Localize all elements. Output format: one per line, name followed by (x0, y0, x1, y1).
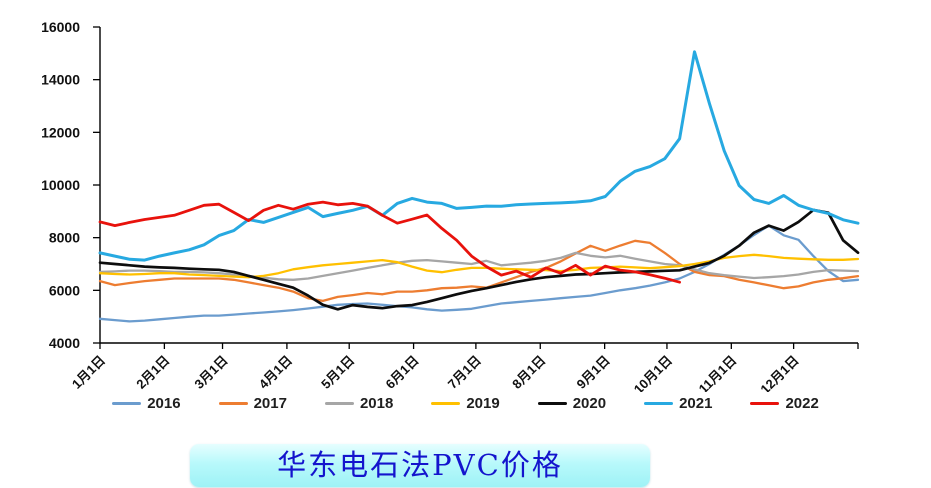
x-axis-tick-label: 12月1日 (757, 353, 801, 392)
x-axis-tick-label: 3月1日 (191, 353, 230, 392)
legend-item-2021: 2021 (644, 395, 712, 412)
legend-item-2020: 2020 (537, 395, 607, 412)
x-axis-tick-label: 7月1日 (445, 353, 484, 392)
legend-swatch-2018 (324, 402, 354, 405)
y-axis-tick-label: 12000 (41, 124, 80, 140)
legend-swatch-2016 (112, 402, 142, 405)
series-line-2022 (98, 200, 681, 284)
legend-label-2016: 2016 (147, 395, 181, 412)
line-chart: 4000 6000 8000 10000 12000 14000 16000 1月1日 2月1日… (41, 19, 860, 392)
series-line-2021 (98, 50, 860, 262)
legend-label-2017: 2017 (253, 395, 287, 412)
y-axis-tick-label: 6000 (49, 282, 80, 298)
axis-lines (99, 27, 858, 344)
legend-swatch-2021 (644, 402, 674, 405)
chart-legend: 2016 2017 2018 2019 2020 2021 2022 (0, 395, 931, 412)
chart-title-text: 华东电石法PVC价格 (277, 448, 563, 482)
x-axis-tick-label: 5月1日 (318, 353, 357, 392)
legend-item-2019: 2019 (431, 395, 500, 412)
y-axis-tick-label: 16000 (41, 19, 80, 35)
legend-item-2022: 2022 (750, 395, 819, 412)
x-axis-tick-label: 4月1日 (256, 353, 295, 392)
y-axis-tick-label: 4000 (49, 335, 80, 351)
y-axis-tick-label: 10000 (41, 177, 80, 193)
legend-label-2020: 2020 (572, 395, 607, 412)
x-axis-tick-label: 9月1日 (574, 353, 613, 392)
legend-swatch-2017 (218, 402, 248, 405)
chart-title-banner: 华东电石法PVC价格 (190, 444, 650, 487)
series-line-2020 (98, 208, 860, 311)
legend-item-2017: 2017 (218, 395, 287, 412)
legend-label-2019: 2019 (466, 395, 500, 412)
x-axis-tick-label: 2月1日 (133, 353, 172, 392)
legend-item-2016: 2016 (112, 395, 181, 412)
legend-swatch-2019 (431, 402, 461, 405)
legend-label-2018: 2018 (359, 395, 394, 412)
series-line-2017 (98, 239, 860, 303)
legend-swatch-2020 (537, 402, 567, 405)
x-axis-tick-label: 1月1日 (69, 353, 108, 392)
series-line-2019 (98, 253, 860, 279)
y-axis-tick-label: 8000 (49, 230, 80, 246)
x-axis-tick-label: 6月1日 (382, 353, 421, 392)
x-axis-tick-label: 8月1日 (509, 353, 548, 392)
legend-swatch-2022 (750, 402, 780, 405)
legend-item-2018: 2018 (324, 395, 394, 412)
legend-label-2022: 2022 (785, 395, 819, 412)
x-axis-tick-label: 10月1日 (631, 353, 675, 392)
y-axis-tick-label: 14000 (41, 72, 80, 88)
legend-label-2021: 2021 (679, 395, 713, 412)
x-axis-tick-label: 11月1日 (696, 353, 740, 392)
